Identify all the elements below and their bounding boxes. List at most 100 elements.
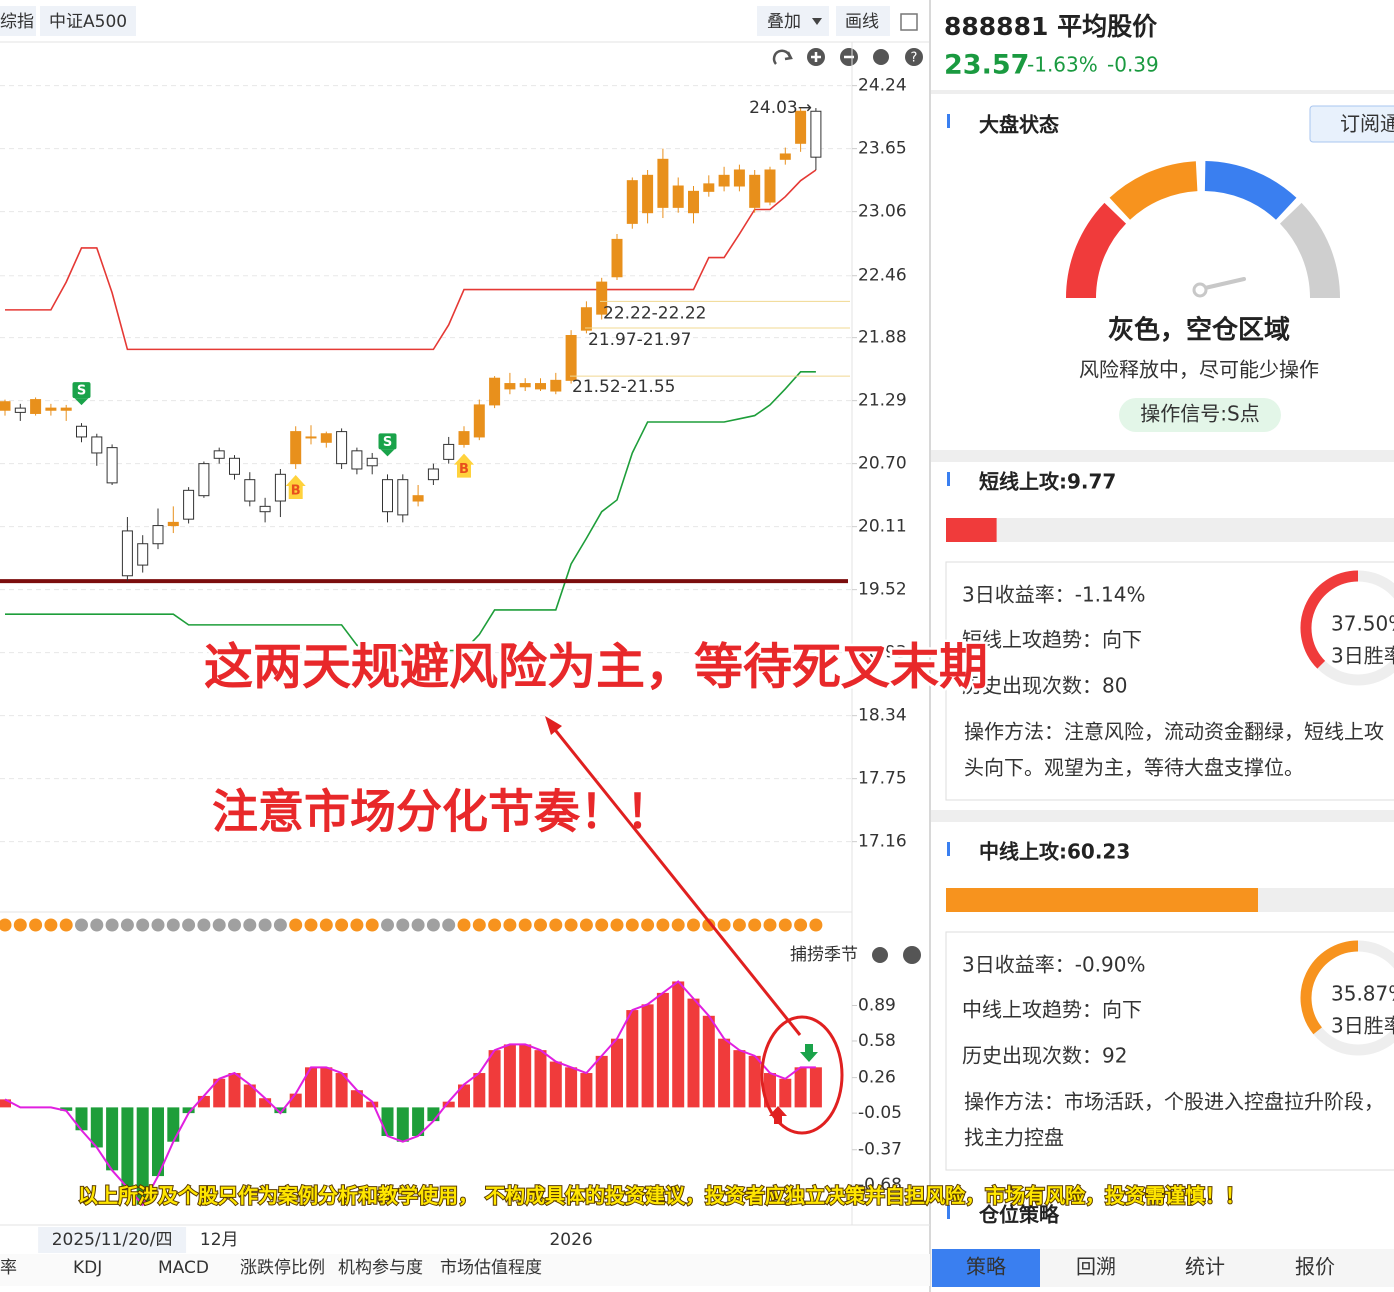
grid-icon[interactable] xyxy=(900,13,918,31)
indicator-tab[interactable]: 涨跌停比例 xyxy=(240,1258,325,1278)
season-dot xyxy=(625,918,639,932)
bar xyxy=(503,1044,516,1108)
season-dot xyxy=(258,918,272,932)
progress-fill xyxy=(946,518,997,542)
indicator-tab[interactable]: KDJ xyxy=(73,1258,102,1278)
candle-body xyxy=(397,479,409,516)
bar xyxy=(611,1038,623,1108)
bar xyxy=(350,1090,363,1108)
indicator-tab[interactable]: 率 xyxy=(0,1258,17,1278)
candle-body xyxy=(810,110,822,158)
gauge-needle xyxy=(1203,277,1246,290)
candle-body xyxy=(382,479,393,513)
candle-body xyxy=(458,431,470,445)
candle-body xyxy=(259,505,271,513)
panel-tab[interactable]: 策略 xyxy=(966,1255,1006,1279)
y-tick-label: 17.75 xyxy=(858,769,907,789)
season-dot xyxy=(228,918,241,932)
headline: 这两天规避风险为主，等待死叉末期 xyxy=(204,639,988,696)
candle-body xyxy=(565,335,577,381)
level-label: 21.52-21.55 xyxy=(572,377,675,397)
settings-icon[interactable] xyxy=(872,947,888,963)
gauge-arc xyxy=(1279,202,1340,299)
season-dot xyxy=(289,918,303,932)
season-dot xyxy=(671,918,685,932)
season-dot xyxy=(809,918,823,932)
plot: 24.03→ 22.22-22.22 21.97-21.97 21.52-21.55 S… xyxy=(0,98,850,652)
bar xyxy=(458,1084,470,1108)
panel-tab[interactable]: 报价 xyxy=(1295,1255,1335,1279)
tab-active-bg xyxy=(932,1249,1040,1287)
title-mark xyxy=(947,842,950,856)
season-dot xyxy=(44,918,58,932)
button[interactable]: 叠加 xyxy=(767,12,801,32)
tab[interactable]: 中证A500 xyxy=(49,12,127,32)
candle-body xyxy=(336,431,348,465)
help-icon[interactable] xyxy=(905,48,923,66)
candle-body xyxy=(642,174,654,214)
y-tick-label: 20.70 xyxy=(858,454,907,474)
bar xyxy=(702,1015,715,1108)
refresh-icon[interactable] xyxy=(772,49,793,65)
bar xyxy=(335,1073,348,1108)
candle-body xyxy=(672,185,684,208)
subscribe-label[interactable]: 订阅通 xyxy=(1340,112,1394,136)
gauge xyxy=(1066,161,1340,299)
season-dot xyxy=(656,918,670,932)
indicator-tab[interactable]: 机构参与度 xyxy=(338,1258,423,1278)
settings-icon[interactable] xyxy=(873,49,889,65)
candle-body xyxy=(106,447,118,484)
signal-label: 操作信号:S点 xyxy=(1140,402,1259,426)
candle-body xyxy=(489,377,501,406)
bar xyxy=(396,1107,409,1142)
season-dot xyxy=(641,918,655,932)
season-dot xyxy=(75,918,88,932)
candle-body xyxy=(244,479,256,502)
season-dot xyxy=(488,918,502,932)
bar xyxy=(718,1038,731,1108)
y-tick-label: 21.88 xyxy=(858,328,907,348)
season-dot xyxy=(335,918,349,932)
y-tick-label: 23.06 xyxy=(858,202,907,222)
season-dot xyxy=(273,918,287,932)
bar xyxy=(167,1107,180,1142)
subscribe-button[interactable] xyxy=(1309,105,1394,143)
season-dot xyxy=(166,918,180,932)
season-dot xyxy=(426,918,440,932)
bar xyxy=(488,1050,501,1108)
candle-body xyxy=(473,404,485,438)
panel-tab[interactable]: 回溯 xyxy=(1076,1255,1116,1279)
candle-body xyxy=(60,407,72,411)
bar xyxy=(106,1107,119,1171)
candle-body xyxy=(795,110,807,144)
indicator-tab[interactable]: 市场估值程度 xyxy=(440,1258,542,1278)
side-panel-marks: 37.50% 3日胜率 35.87% 3日胜率 xyxy=(946,518,1394,1056)
section-title: 短线上攻:9.77 xyxy=(979,470,1116,494)
y-tick-label: 18.93 xyxy=(858,643,907,663)
y-tick-label: 0.58 xyxy=(858,1031,896,1051)
help-icon[interactable] xyxy=(903,946,921,964)
season-dot xyxy=(243,918,257,932)
candle-body xyxy=(30,399,42,414)
y-tick-label: 21.29 xyxy=(858,391,907,411)
candle-body xyxy=(550,379,562,392)
bar xyxy=(442,1101,455,1108)
bar xyxy=(687,998,700,1108)
season-dot xyxy=(748,918,762,932)
divider xyxy=(931,90,1394,94)
panel-tab[interactable]: 统计 xyxy=(1185,1255,1225,1279)
indicator-tab[interactable]: MACD xyxy=(158,1258,209,1278)
candle-body xyxy=(366,457,378,467)
dropdown-icon xyxy=(812,18,822,25)
x-tick-label: 2025/11/20/四 xyxy=(52,1230,173,1250)
season-dot xyxy=(732,918,746,932)
icon-glyph: ? xyxy=(911,51,918,66)
section-title: 仓位策略 xyxy=(978,1203,1060,1227)
button[interactable]: 画线 xyxy=(845,12,879,32)
tab[interactable]: 综指 xyxy=(0,12,34,32)
candle-body xyxy=(504,383,516,390)
buy-signal xyxy=(285,474,306,499)
method-line: 操作方法：市场活跃，个股进入控盘拉升阶段， xyxy=(964,1090,1384,1114)
bar xyxy=(152,1107,164,1177)
